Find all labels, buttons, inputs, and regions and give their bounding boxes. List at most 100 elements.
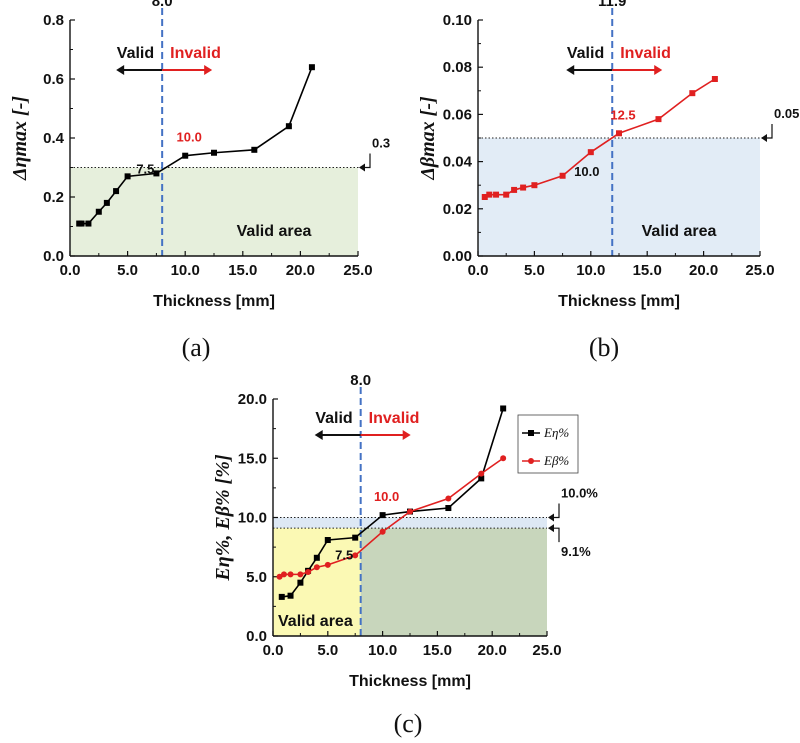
data-point <box>305 569 312 576</box>
x-tick-label: 10.0 <box>368 642 397 659</box>
data-point <box>287 571 294 578</box>
data-point <box>113 188 120 195</box>
panel-caption: (c) <box>394 709 423 738</box>
x-tick-label: 15.0 <box>633 262 662 279</box>
data-point <box>493 191 500 198</box>
divider-label: 11.9 <box>598 0 626 10</box>
y-tick-label: 0.6 <box>43 71 64 88</box>
data-point <box>445 495 452 502</box>
data-point <box>689 90 696 97</box>
data-point <box>520 184 527 191</box>
valid-arrow-head <box>566 65 575 75</box>
data-point <box>285 123 292 130</box>
data-point <box>276 573 283 580</box>
valid-label: Valid <box>567 45 604 62</box>
data-point <box>95 208 102 215</box>
divider-label: 8.0 <box>152 0 173 10</box>
point-label: 7.5 <box>136 161 154 176</box>
data-point <box>481 194 488 200</box>
data-point <box>308 64 315 71</box>
y-tick-label: 0.0 <box>246 628 267 645</box>
x-tick-label: 25.0 <box>532 642 561 659</box>
data-point <box>297 579 304 586</box>
y-axis-label: Eη%, Eβ% [%] <box>212 454 234 582</box>
invalid-arrow-head <box>402 430 411 440</box>
x-tick-label: 20.0 <box>689 262 718 279</box>
data-point <box>531 182 538 189</box>
x-tick-label: 20.0 <box>478 642 507 659</box>
x-tick-label: 15.0 <box>228 262 257 279</box>
x-tick-label: 25.0 <box>343 262 372 279</box>
x-tick-label: 5.0 <box>117 262 138 279</box>
valid-area-label: Valid area <box>237 223 312 240</box>
x-tick-label: 15.0 <box>423 642 452 659</box>
between-threshold-band <box>273 517 547 529</box>
point-label: 7.5 <box>335 548 353 563</box>
threshold-callout-arrow <box>359 163 365 172</box>
x-axis-label: Thickness [mm] <box>153 293 275 310</box>
invalid-label: Invalid <box>170 45 221 62</box>
x-axis-label: Thickness [mm] <box>558 293 680 310</box>
threshold-callout-arrow <box>548 513 554 522</box>
valid-arrow-head <box>314 430 323 440</box>
y-tick-label: 20.0 <box>238 391 267 408</box>
legend-entry: Eη% <box>543 425 569 440</box>
data-point <box>211 149 217 156</box>
invalid-label: Invalid <box>369 410 420 427</box>
data-point <box>103 199 110 206</box>
threshold-label: 10.0% <box>561 486 598 501</box>
invalid-arrow-head <box>654 65 663 75</box>
data-point <box>352 534 359 541</box>
data-point <box>313 564 320 571</box>
y-tick-label: 15.0 <box>238 450 267 467</box>
valid-area-label: Valid area <box>642 223 717 240</box>
valid-area-shade-left <box>273 528 361 636</box>
data-point <box>655 116 662 123</box>
x-tick-label: 0.0 <box>60 262 81 279</box>
divider-label: 8.0 <box>350 372 371 389</box>
threshold-label: 0.05 <box>774 106 799 121</box>
x-tick-label: 25.0 <box>745 262 774 279</box>
data-point <box>153 170 160 177</box>
y-tick-label: 0.04 <box>443 154 473 171</box>
data-point <box>407 508 413 515</box>
data-point <box>280 571 287 578</box>
data-point <box>616 130 622 137</box>
y-tick-label: 0.10 <box>443 12 472 29</box>
valid-area-shade-right <box>360 528 547 636</box>
x-tick-label: 0.0 <box>263 642 284 659</box>
data-point <box>486 191 493 198</box>
legend-swatch-marker <box>528 430 534 436</box>
threshold-label: 9.1% <box>561 544 591 559</box>
point-label: 12.5 <box>610 107 635 122</box>
data-point <box>711 76 718 82</box>
y-axis-label: Δηmax [-] <box>9 96 31 181</box>
threshold-callout-arrow <box>761 134 767 142</box>
legend-entry: Eβ% <box>543 453 569 468</box>
valid-area-shade <box>70 167 358 256</box>
y-tick-label: 10.0 <box>238 510 267 527</box>
data-point <box>379 528 386 535</box>
point-label: 10.0 <box>574 164 599 179</box>
data-point <box>324 561 331 568</box>
x-tick-label: 5.0 <box>524 262 545 279</box>
data-point <box>251 146 258 153</box>
data-point <box>500 405 507 412</box>
y-tick-label: 0.0 <box>43 248 64 265</box>
data-point <box>511 186 518 193</box>
y-axis-label: Δβmax [-] <box>417 96 439 181</box>
data-point <box>182 152 189 159</box>
x-tick-label: 20.0 <box>286 262 315 279</box>
panel-b-thickness-vs-delta-beta: 11.9 Valid Invalid 0.00 0.02 0.04 0.06 0.08 0.10… <box>417 0 799 362</box>
valid-label: Valid <box>117 45 154 62</box>
invalid-arrow-head <box>204 65 213 75</box>
y-tick-label: 0.08 <box>443 59 472 76</box>
y-tick-label: 0.2 <box>43 189 64 206</box>
point-label: 10.0 <box>177 130 202 145</box>
panel-caption: (b) <box>589 333 619 362</box>
panel-caption: (a) <box>182 333 211 362</box>
panel-a-thickness-vs-delta-eta: 8.0 Valid Invalid 0.0 0.2 0.4 0.6 0.8 0.0 5.0 10.0… <box>9 0 390 362</box>
data-point <box>559 172 566 179</box>
data-point <box>587 149 594 156</box>
